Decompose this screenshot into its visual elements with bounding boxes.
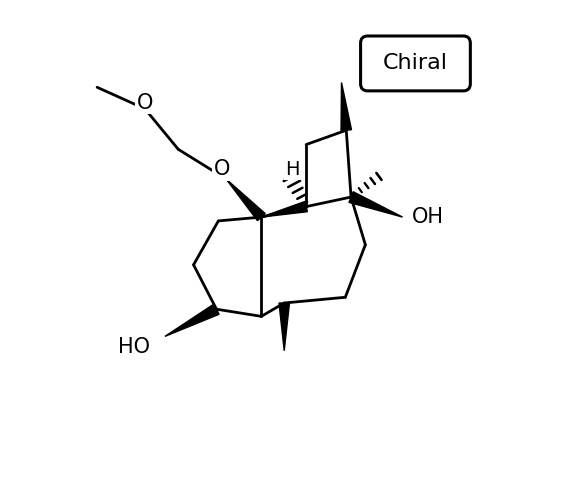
Text: Chiral: Chiral (383, 53, 448, 73)
Text: O: O (214, 159, 231, 180)
Polygon shape (165, 304, 219, 336)
Text: HO: HO (118, 337, 150, 358)
Polygon shape (341, 83, 351, 131)
Polygon shape (349, 192, 403, 217)
Text: O: O (136, 93, 153, 112)
Polygon shape (226, 179, 265, 221)
FancyBboxPatch shape (361, 36, 470, 91)
Text: H: H (286, 160, 300, 179)
Text: OH: OH (412, 207, 443, 227)
Polygon shape (279, 303, 290, 351)
Polygon shape (261, 202, 307, 217)
